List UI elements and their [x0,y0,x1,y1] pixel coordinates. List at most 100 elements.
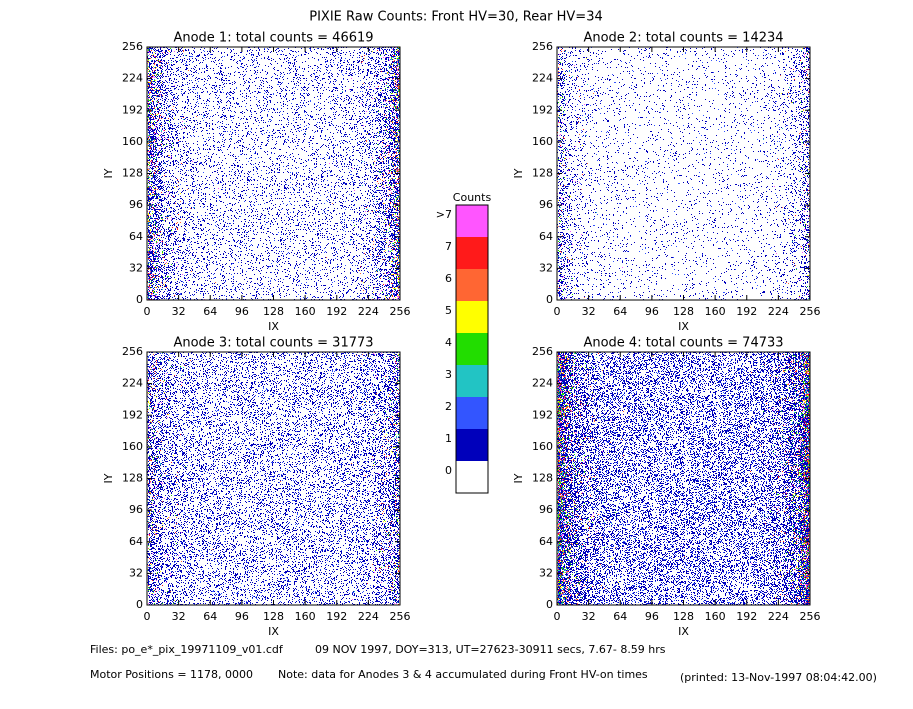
x-tick-label: 64 [203,610,217,623]
x-tick-label: 128 [263,305,284,318]
x-tick-label: 192 [326,610,347,623]
x-axis-label: IX [678,625,689,638]
y-tick-label: 128 [532,167,553,180]
x-tick-label: 192 [326,305,347,318]
x-tick-label: 32 [172,305,186,318]
y-tick-label: 192 [122,103,143,116]
footer-files: Files: po_e*_pix_19971109_v01.cdf [90,643,284,656]
y-tick-label: 0 [546,293,553,306]
x-tick-label: 96 [235,305,249,318]
x-tick-label: 0 [144,610,151,623]
colorbar-segment [456,365,488,397]
panel-title: Anode 1: total counts = 46619 [173,31,373,46]
colorbar-label: 6 [445,272,452,285]
y-tick-label: 96 [129,503,143,516]
x-tick-label: 32 [582,610,596,623]
y-tick-label: 192 [532,103,553,116]
colorbar-label: 2 [445,400,452,413]
y-tick-label: 32 [129,261,143,274]
x-tick-label: 96 [645,305,659,318]
colorbar-label: 1 [445,432,452,445]
x-tick-label: 96 [235,610,249,623]
y-axis-label: IY [102,168,115,178]
y-tick-label: 0 [546,598,553,611]
y-tick-label: 224 [122,72,143,85]
footer-note: Note: data for Anodes 3 & 4 accumulated … [278,668,648,681]
panel-title: Anode 2: total counts = 14234 [583,31,783,46]
x-tick-label: 256 [390,305,411,318]
footer-printed: (printed: 13-Nov-1997 08:04:42.00) [680,671,877,684]
x-tick-label: 96 [645,610,659,623]
x-axis-label: IX [268,320,279,333]
x-tick-label: 256 [800,610,821,623]
colorbar-segment [456,269,488,301]
x-tick-label: 160 [705,610,726,623]
x-tick-label: 64 [203,305,217,318]
y-tick-label: 96 [539,503,553,516]
y-tick-label: 32 [539,261,553,274]
page-title: PIXIE Raw Counts: Front HV=30, Rear HV=3… [309,10,603,25]
y-tick-label: 0 [136,598,143,611]
colorbar-label: 5 [445,304,452,317]
panel-title: Anode 4: total counts = 74733 [583,336,783,351]
y-tick-label: 64 [539,230,553,243]
y-tick-label: 64 [539,535,553,548]
x-tick-label: 224 [768,610,789,623]
x-tick-label: 192 [736,610,757,623]
y-tick-label: 224 [122,377,143,390]
x-tick-label: 160 [295,610,316,623]
colorbar-segment [456,205,488,237]
y-tick-label: 160 [532,135,553,148]
y-axis-label: IY [512,473,525,483]
pixel-texture [557,352,810,605]
colorbar-label: >7 [436,208,452,221]
x-tick-label: 224 [768,305,789,318]
y-tick-label: 32 [539,566,553,579]
x-tick-label: 32 [172,610,186,623]
y-tick-label: 224 [532,72,553,85]
x-tick-label: 128 [673,305,694,318]
y-tick-label: 0 [136,293,143,306]
y-tick-label: 256 [532,345,553,358]
x-tick-label: 64 [613,610,627,623]
x-axis-label: IX [268,625,279,638]
y-tick-label: 128 [122,167,143,180]
colorbar-segment [456,461,488,493]
colorbar-segment [456,301,488,333]
y-tick-label: 128 [532,472,553,485]
colorbar-title: Counts [453,191,492,204]
x-tick-label: 160 [705,305,726,318]
colorbar-label: 4 [445,336,452,349]
x-tick-label: 160 [295,305,316,318]
y-tick-label: 96 [539,198,553,211]
footer-date: 09 NOV 1997, DOY=313, UT=27623-30911 sec… [315,643,666,656]
colorbar-frame [455,204,489,494]
y-tick-label: 64 [129,535,143,548]
y-tick-label: 96 [129,198,143,211]
y-tick-label: 160 [122,440,143,453]
x-tick-label: 224 [358,305,379,318]
x-tick-label: 128 [673,610,694,623]
x-axis-label: IX [678,320,689,333]
y-tick-label: 160 [122,135,143,148]
colorbar-label: 3 [445,368,452,381]
panel-title: Anode 3: total counts = 31773 [173,336,373,351]
x-tick-label: 64 [613,305,627,318]
y-tick-label: 256 [122,40,143,53]
x-tick-label: 0 [554,305,561,318]
pixel-texture [147,47,400,300]
colorbar-label: 7 [445,240,452,253]
colorbar-segment [456,237,488,269]
y-tick-label: 256 [532,40,553,53]
x-tick-label: 128 [263,610,284,623]
y-tick-label: 192 [122,408,143,421]
colorbar-segment [456,333,488,365]
x-tick-label: 256 [800,305,821,318]
footer-motor: Motor Positions = 1178, 0000 [90,668,253,681]
y-tick-label: 32 [129,566,143,579]
x-tick-label: 192 [736,305,757,318]
y-tick-label: 160 [532,440,553,453]
colorbar-segment [456,397,488,429]
y-axis-label: IY [512,168,525,178]
